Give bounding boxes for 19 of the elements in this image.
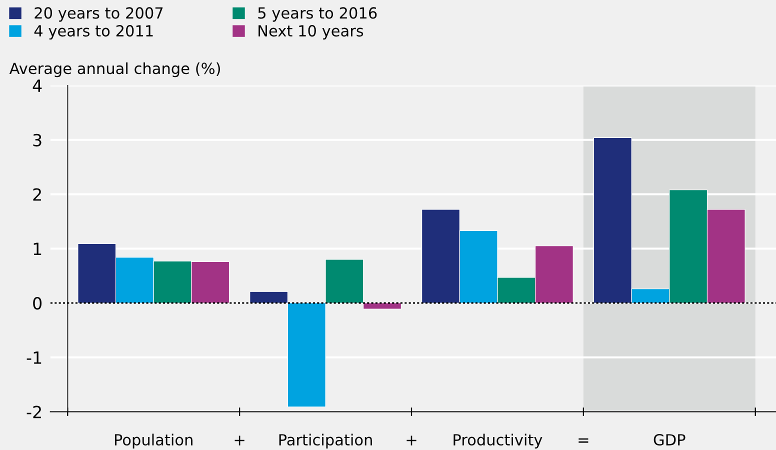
y-tick-label: 2 [33,188,41,201]
y-tick-label: -2 [26,406,41,418]
x-tick-label: Participation [279,434,372,449]
legend-label: 4 years to 2011 [34,25,153,40]
text: = [578,438,588,443]
y-tick-label: 1 [34,242,42,255]
y-tick-label: 4 [32,80,42,92]
text: + [406,436,416,446]
y-tick-label: 0 [33,296,42,310]
y-tick-label: 3 [33,134,42,146]
legend-label: Next 10 years [258,25,364,40]
legend-label: 20 years to 2007 [34,7,163,22]
x-tick-label: GDP [654,434,686,446]
text: + [234,436,244,446]
x-tick-label: Productivity [454,434,542,449]
y-tick-label: -1 [26,352,42,364]
y-axis-title: Average annual change (%) [9,62,220,78]
x-tick-label: Population [114,434,192,449]
legend-label: 5 years to 2016 [258,7,377,22]
